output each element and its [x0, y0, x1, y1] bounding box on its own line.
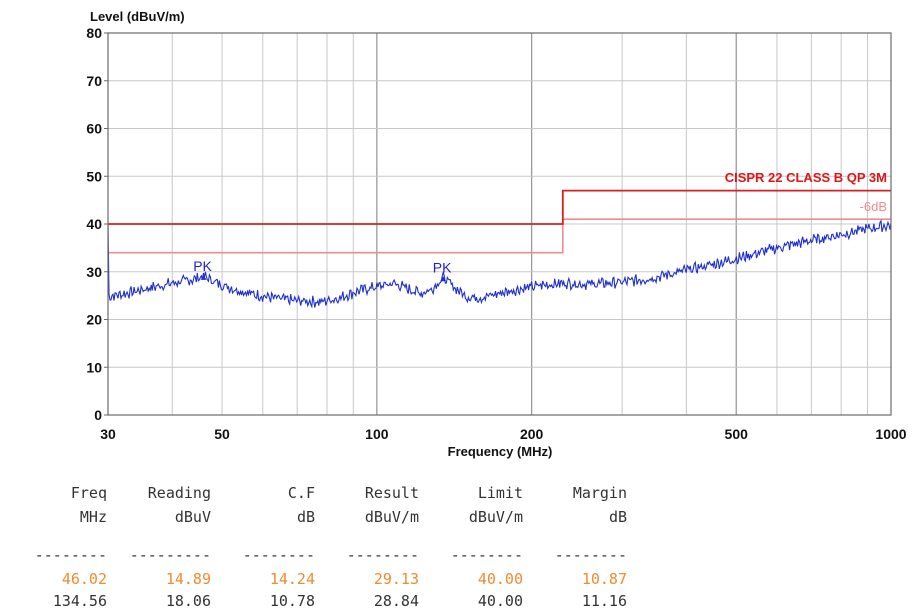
table-cell: 10.78 — [269, 592, 315, 610]
table-cell: 40.00 — [477, 570, 523, 588]
unit-cell: dB — [296, 508, 315, 526]
y-tick-label: 50 — [86, 168, 102, 184]
x-tick-label: 50 — [214, 426, 230, 442]
table-header-row: Freq Reading C.F Result Limit Margin — [0, 484, 627, 502]
unit-cell: MHz — [79, 508, 107, 526]
results-table: Freq Reading C.F Result Limit Margin MHz… — [0, 484, 627, 610]
header-cell: Margin — [572, 484, 627, 502]
y-tick-label: 0 — [94, 407, 102, 423]
margin-line-label: -6dB — [860, 199, 887, 214]
table-row: 46.02 14.89 14.24 29.13 40.00 10.87 — [0, 570, 627, 588]
header-cell: Reading — [147, 484, 211, 502]
grid — [108, 33, 891, 415]
y-tick-label: 20 — [86, 312, 102, 328]
divider-cell: -------- — [554, 546, 627, 564]
unit-cell: dBuV/m — [468, 508, 523, 526]
table-unit-row: MHz dBuV dB dBuV/m dBuV/m dB — [0, 508, 627, 526]
limit-line-label: CISPR 22 CLASS B QP 3M — [725, 170, 887, 185]
x-axis-label: Frequency (MHz) — [448, 444, 553, 459]
divider-cell: -------- — [34, 546, 107, 564]
divider-cell: -------- — [346, 546, 419, 564]
y-tick-label: 10 — [86, 359, 102, 375]
divider-cell: --------- — [129, 546, 211, 564]
y-tick-label: 60 — [86, 121, 102, 137]
table-cell: 29.13 — [373, 570, 419, 588]
divider-cell: -------- — [450, 546, 523, 564]
y-tick-label: 80 — [86, 25, 102, 41]
plot-lines: PK PK — [107, 189, 892, 309]
axis-ticks: 0 10 20 30 40 50 60 70 80 30 50 100 200 500 1000 — [86, 25, 906, 442]
emission-chart: 0 10 20 30 40 50 60 70 80 30 50 100 200 500 1000 PK PK … — [86, 9, 906, 459]
unit-cell: dBuV/m — [364, 508, 419, 526]
table-cell: 10.87 — [581, 570, 627, 588]
x-tick-label: 100 — [365, 426, 389, 442]
header-cell: C.F — [287, 484, 315, 502]
table-cell: 18.06 — [165, 592, 211, 610]
header-cell: Result — [364, 484, 419, 502]
table-divider-row: -------- --------- -------- -------- ---… — [0, 546, 627, 564]
y-tick-label: 30 — [86, 264, 102, 280]
margin-limit-line — [108, 218, 891, 254]
table-cell: 28.84 — [373, 592, 419, 610]
x-tick-label: 500 — [725, 426, 749, 442]
header-cell: Freq — [70, 484, 107, 502]
unit-cell: dB — [608, 508, 627, 526]
y-tick-label: 70 — [86, 73, 102, 89]
peak-marker — [440, 276, 447, 282]
plot-frame — [107, 32, 892, 416]
table-cell: 14.89 — [165, 570, 211, 588]
y-tick-label: 40 — [86, 216, 102, 232]
peak-label: PK — [193, 258, 212, 274]
x-tick-label: 30 — [100, 426, 116, 442]
table-cell: 46.02 — [61, 570, 107, 588]
table-row: 134.56 18.06 10.78 28.84 40.00 11.16 — [0, 592, 627, 610]
measurement-trace — [107, 219, 892, 309]
y-axis-label: Level (dBuV/m) — [90, 9, 185, 24]
peak-label: PK — [433, 259, 452, 275]
table-cell: 14.24 — [269, 570, 315, 588]
table-cell: 40.00 — [477, 592, 523, 610]
table-cell: 11.16 — [581, 592, 627, 610]
peak-marker — [200, 274, 207, 280]
divider-cell: -------- — [242, 546, 315, 564]
header-cell: Limit — [477, 484, 523, 502]
x-tick-label: 1000 — [875, 426, 906, 442]
table-cell: 134.56 — [52, 592, 107, 610]
limit-line — [108, 189, 891, 225]
x-tick-label: 200 — [520, 426, 544, 442]
unit-cell: dBuV — [174, 508, 211, 526]
